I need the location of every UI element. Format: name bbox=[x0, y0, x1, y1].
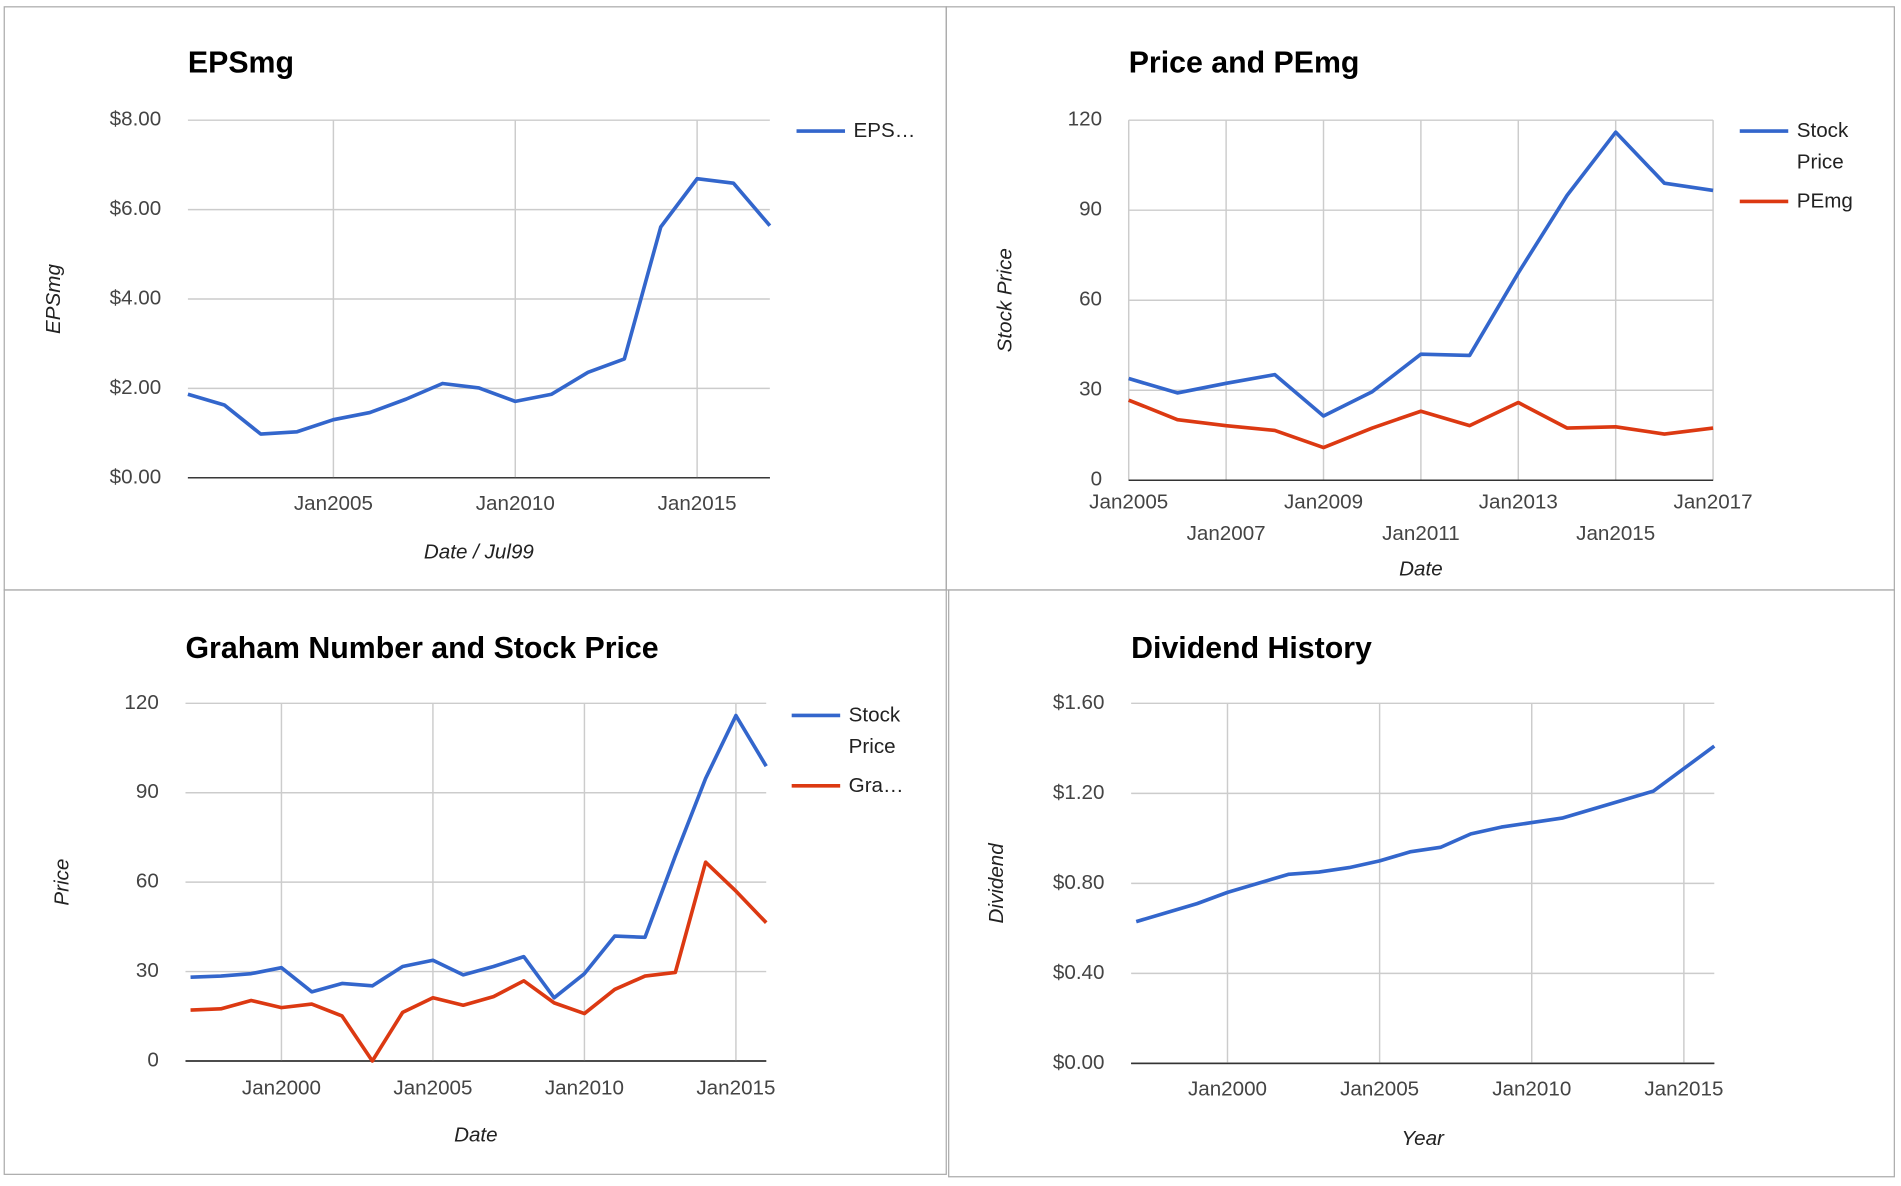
x-tick-label: Jan2005 bbox=[294, 492, 373, 515]
x-tick-label: Jan2017 bbox=[1674, 491, 1753, 514]
y-axis-title: Dividend bbox=[985, 843, 1008, 924]
x-tick-label: Jan2007 bbox=[1187, 522, 1266, 545]
x-tick-label: Jan2015 bbox=[658, 492, 737, 515]
legend-label: Stock Price bbox=[1796, 118, 1849, 174]
y-tick-label: 120 bbox=[124, 691, 158, 714]
y-tick-label: $1.20 bbox=[1053, 781, 1105, 804]
chart-title: Price and PEmg bbox=[1129, 46, 1360, 79]
x-axis-title: Date bbox=[1399, 557, 1443, 580]
legend-label: EPS… bbox=[853, 118, 916, 142]
chart-title: Dividend History bbox=[1131, 632, 1372, 665]
y-tick-label: $0.40 bbox=[1053, 961, 1105, 984]
y-tick-label: $0.80 bbox=[1053, 871, 1105, 894]
x-axis-title: Year bbox=[1402, 1127, 1446, 1150]
y-tick-label: $0.00 bbox=[110, 465, 162, 488]
x-tick-label: Jan2015 bbox=[1644, 1078, 1723, 1101]
x-tick-label: Jan2010 bbox=[476, 492, 555, 515]
y-tick-label: 30 bbox=[1079, 378, 1102, 401]
y-tick-label: $1.60 bbox=[1053, 691, 1105, 714]
x-tick-label: Jan2009 bbox=[1284, 491, 1363, 514]
x-tick-label: Jan2013 bbox=[1479, 491, 1558, 514]
y-tick-label: 120 bbox=[1068, 108, 1102, 131]
x-tick-label: Jan2005 bbox=[1340, 1078, 1419, 1101]
legend-label: PEmg bbox=[1796, 189, 1853, 213]
y-tick-label: 60 bbox=[136, 870, 159, 893]
y-tick-label: 90 bbox=[1079, 198, 1102, 221]
legend-item: EPS… bbox=[853, 118, 916, 142]
y-axis-title: Stock Price bbox=[994, 248, 1017, 352]
y-axis-title: EPSmg bbox=[42, 264, 65, 334]
data-line bbox=[190, 860, 768, 1063]
x-tick-label: Jan2000 bbox=[242, 1076, 321, 1099]
y-tick-label: 30 bbox=[136, 959, 159, 982]
y-tick-label: $0.00 bbox=[1053, 1051, 1105, 1074]
data-line bbox=[1128, 398, 1714, 450]
x-tick-label: Jan2011 bbox=[1382, 522, 1460, 545]
legend-item: Gra… bbox=[848, 773, 904, 797]
panel bbox=[948, 589, 1895, 1178]
legend-item: PEmg bbox=[1796, 189, 1853, 213]
y-tick-label: $8.00 bbox=[110, 108, 162, 131]
y-tick-label: 60 bbox=[1079, 288, 1102, 311]
chart-title: EPSmg bbox=[188, 46, 294, 79]
x-tick-label: Jan2015 bbox=[696, 1076, 775, 1099]
legend-item: Stock Price bbox=[848, 703, 901, 758]
y-tick-label: 0 bbox=[147, 1048, 158, 1071]
x-tick-label: Jan2000 bbox=[1188, 1078, 1267, 1101]
y-axis-title: Price bbox=[50, 859, 73, 906]
y-tick-label: 90 bbox=[136, 780, 159, 803]
data-line bbox=[1135, 744, 1716, 924]
data-line bbox=[1128, 130, 1714, 418]
x-tick-label: Jan2015 bbox=[1576, 522, 1655, 545]
legend-label: Stock Price bbox=[848, 703, 901, 758]
y-tick-label: $6.00 bbox=[110, 197, 162, 220]
x-tick-label: Jan2010 bbox=[1492, 1078, 1571, 1101]
x-axis-title: Date bbox=[454, 1124, 498, 1147]
data-line bbox=[187, 176, 772, 436]
data-line bbox=[190, 713, 768, 1000]
x-axis-title: Date / Jul99 bbox=[424, 540, 535, 563]
x-tick-label: Jan2005 bbox=[1089, 491, 1168, 514]
legend-item: Stock Price bbox=[1796, 118, 1849, 174]
x-tick-label: Jan2005 bbox=[393, 1076, 472, 1099]
chart-title: Graham Number and Stock Price bbox=[185, 632, 658, 665]
y-tick-label: $2.00 bbox=[110, 376, 162, 399]
y-tick-label: 0 bbox=[1091, 468, 1102, 491]
x-tick-label: Jan2010 bbox=[545, 1076, 624, 1099]
legend-label: Gra… bbox=[848, 773, 904, 797]
panel bbox=[3, 589, 947, 1175]
y-tick-label: $4.00 bbox=[110, 286, 162, 309]
